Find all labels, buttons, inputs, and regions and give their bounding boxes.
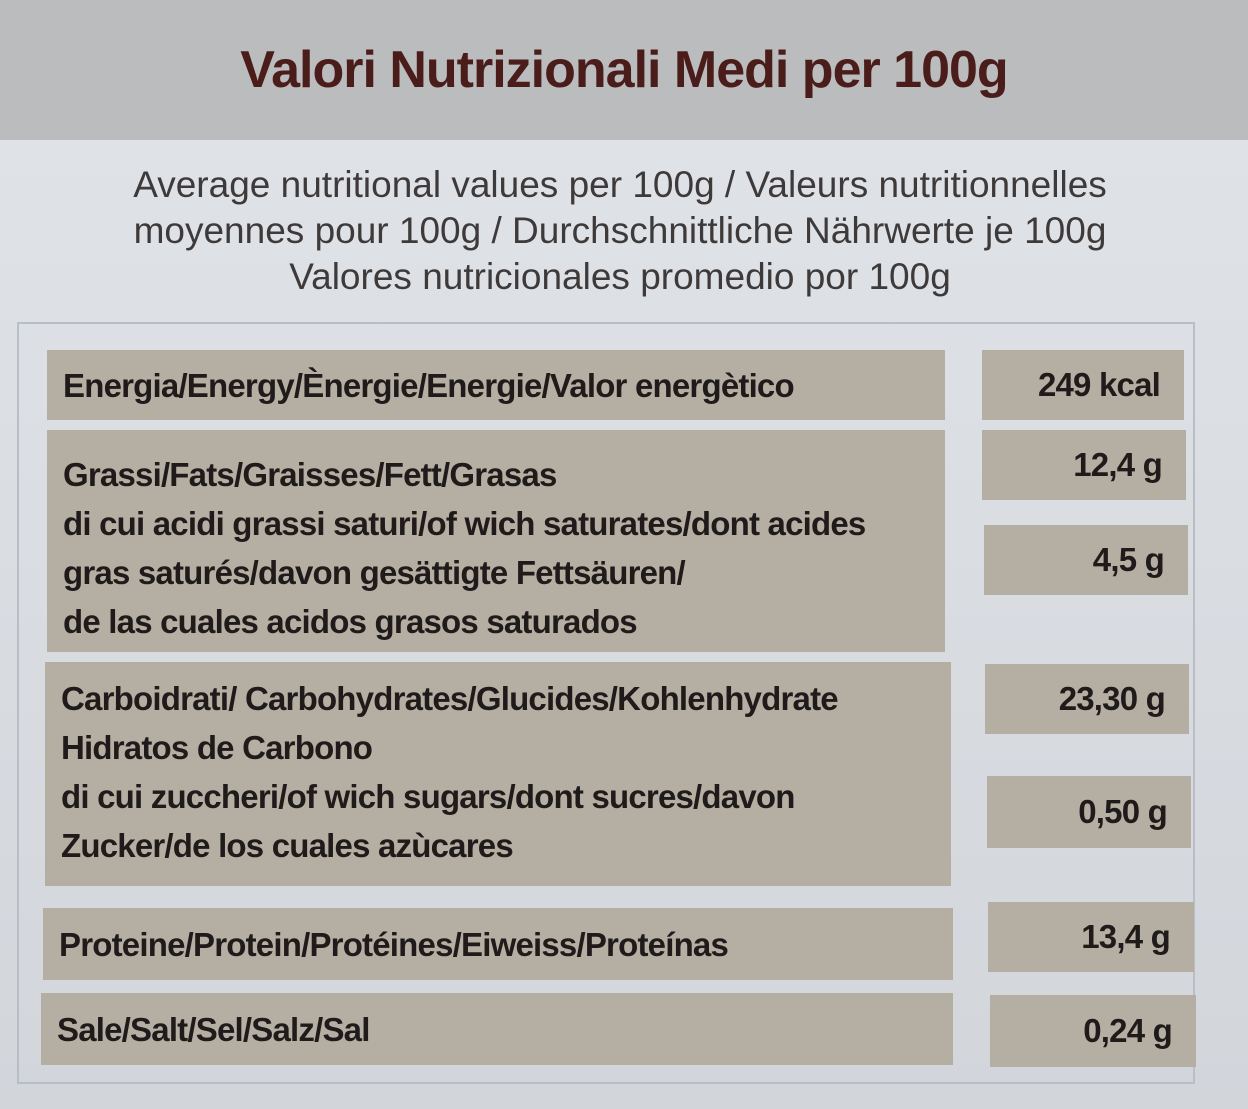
salt-label-line: Sale/Salt/Sel/Salz/Sal xyxy=(57,1010,370,1048)
fats-label-line: di cui acidi grassi saturi/of wich satur… xyxy=(63,505,866,542)
nutrition-table-frame xyxy=(17,322,1195,1084)
saturates-value: 4,5 g xyxy=(984,525,1188,595)
subtitle: Average nutritional values per 100g / Va… xyxy=(40,162,1200,300)
energy-label: Energia/Energy/Ènergie/Energie/Valor ene… xyxy=(47,350,945,420)
carbs-label-line: Hidratos de Carbono xyxy=(61,729,373,766)
fats-label-line: de las cuales acidos grasos saturados xyxy=(63,603,638,640)
fats-label-line: gras saturés/davon gesättigte Fettsäuren… xyxy=(63,554,686,591)
energy-label-line: Energia/Energy/Ènergie/Energie/Valor ene… xyxy=(63,366,795,404)
energy-value: 249 kcal xyxy=(982,350,1184,420)
protein-label-line: Proteine/Protein/Protéines/Eiweiss/Prote… xyxy=(59,925,729,963)
title-band xyxy=(0,0,1248,140)
carbs-label-line: Carboidrati/ Carbohydrates/Glucides/Kohl… xyxy=(61,680,839,717)
salt-label: Sale/Salt/Sel/Salz/Sal xyxy=(41,993,953,1065)
carbs-label: Carboidrati/ Carbohydrates/Glucides/Kohl… xyxy=(45,662,951,886)
protein-label: Proteine/Protein/Protéines/Eiweiss/Prote… xyxy=(43,908,953,980)
sugars-value: 0,50 g xyxy=(987,776,1191,848)
protein-value: 13,4 g xyxy=(988,902,1194,972)
fats-label: Grassi/Fats/Graisses/Fett/Grasas di cui … xyxy=(47,430,945,652)
fats-value: 12,4 g xyxy=(982,430,1186,500)
carbs-value: 23,30 g xyxy=(985,664,1189,734)
carbs-label-line: di cui zuccheri/of wich sugars/dont sucr… xyxy=(61,778,795,815)
fats-label-line: Grassi/Fats/Graisses/Fett/Grasas xyxy=(63,456,557,493)
carbs-label-line: Zucker/de los cuales azùcares xyxy=(61,827,514,864)
subtitle-line: Valores nutricionales promedio por 100g xyxy=(289,256,951,297)
page-title: Valori Nutrizionali Medi per 100g xyxy=(240,41,1008,99)
salt-value: 0,24 g xyxy=(990,995,1196,1067)
subtitle-line: moyennes pour 100g / Durchschnittliche N… xyxy=(133,210,1107,251)
subtitle-line: Average nutritional values per 100g / Va… xyxy=(133,164,1107,205)
